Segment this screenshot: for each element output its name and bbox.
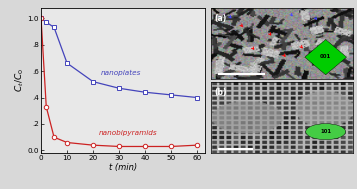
Text: (b): (b) <box>214 88 226 97</box>
Text: (a): (a) <box>214 14 226 23</box>
Text: nanoplates: nanoplates <box>101 70 141 76</box>
Text: nanobipyramids: nanobipyramids <box>98 130 157 136</box>
X-axis label: t (min): t (min) <box>109 163 137 172</box>
Y-axis label: $C_t/C_0$: $C_t/C_0$ <box>14 68 26 92</box>
